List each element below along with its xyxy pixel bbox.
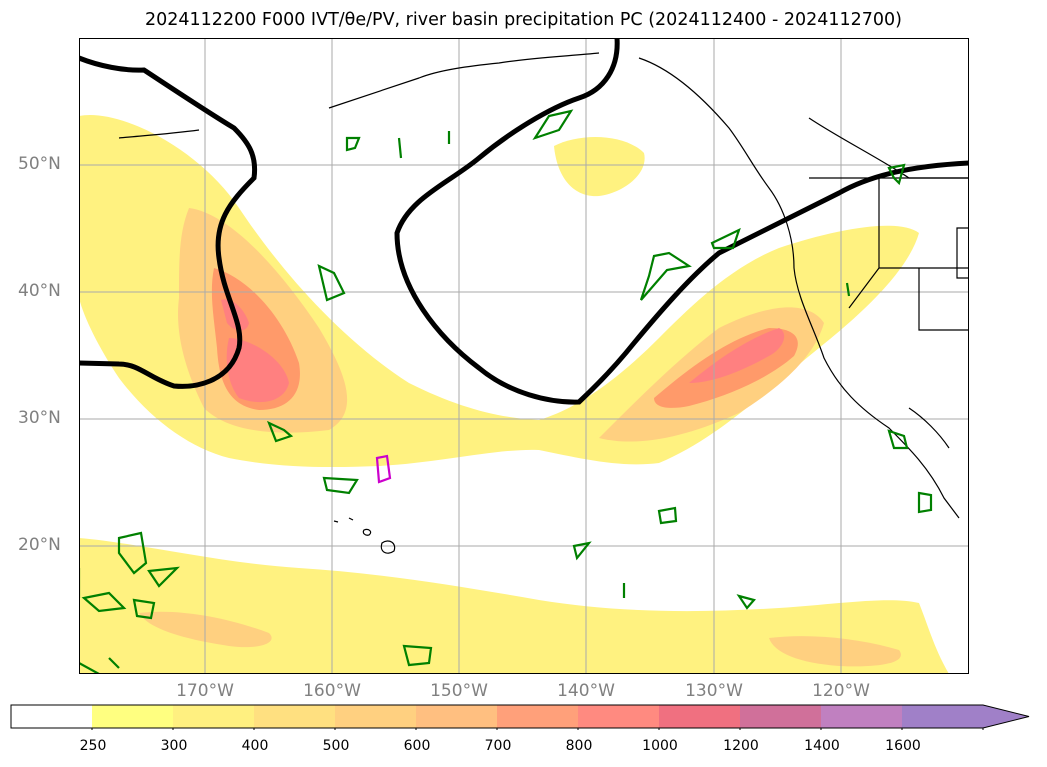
- colorbar-swatch: [740, 705, 821, 728]
- lon-label-130w: 130°W: [685, 681, 743, 701]
- lon-label-120w: 120°W: [812, 681, 870, 701]
- colorbar-swatch: [92, 705, 173, 728]
- colorbar-tick-label: 700: [484, 738, 512, 754]
- grid-lines: [79, 38, 969, 674]
- chart-title: 2024112200 F000 IVT/θe/PV, river basin p…: [145, 10, 902, 30]
- colorbar-tick-label: 1600: [885, 738, 921, 754]
- colorbar-swatch: [902, 705, 983, 728]
- colorbar-swatch: [11, 705, 92, 728]
- pv-contours: [79, 38, 969, 405]
- lat-label-20n: 20°N: [18, 535, 61, 555]
- ivt-fill-max: [221, 299, 785, 403]
- colorbar-tick-label: 1200: [723, 738, 759, 754]
- colorbar-swatch: [659, 705, 740, 728]
- colorbar-swatch: [254, 705, 335, 728]
- colorbar-extend-arrow: [983, 705, 1029, 728]
- colorbar-swatch: [173, 705, 254, 728]
- lon-label-150w: 150°W: [430, 681, 488, 701]
- coastlines: [118, 52, 969, 519]
- colorbar-swatch: [335, 705, 416, 728]
- colorbar-swatch: [821, 705, 902, 728]
- colorbar-swatch: [497, 705, 578, 728]
- colorbar-swatch: [578, 705, 659, 728]
- colorbar-tick-label: 600: [403, 738, 431, 754]
- colorbar-tick-label: 500: [322, 738, 350, 754]
- lat-label-50n: 50°N: [18, 154, 61, 174]
- lon-label-160w: 160°W: [303, 681, 361, 701]
- colorbar-tick-label: 1400: [804, 738, 840, 754]
- hawaii-islands: [333, 517, 396, 554]
- lat-label-30n: 30°N: [18, 408, 61, 428]
- map-plot: [79, 38, 969, 674]
- colorbar-tick-label: 800: [565, 738, 593, 754]
- colorbar-outline: [10, 704, 1030, 729]
- colorbar-swatch: [416, 705, 497, 728]
- precip-contours: [79, 109, 933, 674]
- colorbar-tick-label: 300: [160, 738, 188, 754]
- lat-label-40n: 40°N: [18, 281, 61, 301]
- colorbar-tick-label: 250: [79, 738, 107, 754]
- colorbar-tick-label: 1000: [642, 738, 678, 754]
- precip-contours-alt: [375, 454, 392, 484]
- colorbar: [10, 704, 1030, 730]
- colorbar-tick-label: 400: [241, 738, 269, 754]
- lon-label-140w: 140°W: [557, 681, 615, 701]
- lon-label-170w: 170°W: [176, 681, 234, 701]
